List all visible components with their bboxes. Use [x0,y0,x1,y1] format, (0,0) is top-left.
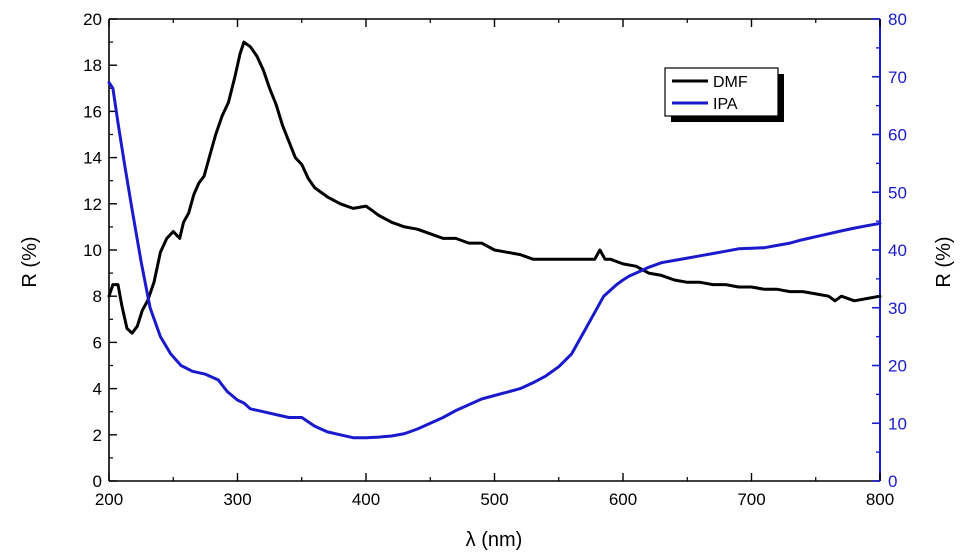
y-right-axis-title: R (%) [933,236,955,287]
y-right-tick-label: 20 [888,357,907,376]
series-layer [107,40,882,440]
y-right-tick-label: 10 [888,414,907,433]
y-left-tick-label: 0 [93,472,102,491]
y-left-tick-label: 16 [83,102,102,121]
y-right-tick-label: 0 [888,472,897,491]
y-right-tick-label: 40 [888,241,907,260]
y-left-tick-label: 14 [83,149,102,168]
legend-label-dmf: DMF [713,74,748,91]
y-left-tick-label: 18 [83,56,102,75]
y-left-tick-label: 4 [93,380,102,399]
legend-box [664,67,779,117]
y-left-axis-title: R (%) [19,236,41,287]
y-left-tick-label: 6 [93,333,102,352]
x-tick-label: 200 [95,490,123,509]
y-right-tick-label: 50 [888,183,907,202]
series-line-ipa [107,81,882,440]
y-left-tick-label: 10 [83,241,102,260]
x-tick-label: 500 [480,490,508,509]
legend: DMF IPA [664,67,784,122]
ticks: 200 300 400 500 600 700 8000246810121416182001… [83,10,907,509]
y-left-tick-label: 20 [83,10,102,29]
x-tick-label: 800 [866,490,894,509]
y-left-tick-label: 2 [93,426,102,445]
y-right-tick-label: 70 [888,68,907,87]
x-axis-title: λ (nm) [466,529,523,551]
y-right-tick-label: 60 [888,126,907,145]
x-tick-label: 600 [609,490,637,509]
series-line-dmf [107,40,882,335]
legend-label-ipa: IPA [713,96,738,113]
x-tick-label: 400 [352,490,380,509]
y-left-tick-label: 8 [93,287,102,306]
y-left-tick-label: 12 [83,195,102,214]
x-tick-label: 700 [737,490,765,509]
y-right-tick-label: 30 [888,299,907,318]
x-tick-label: 300 [223,490,251,509]
y-right-tick-label: 80 [888,10,907,29]
